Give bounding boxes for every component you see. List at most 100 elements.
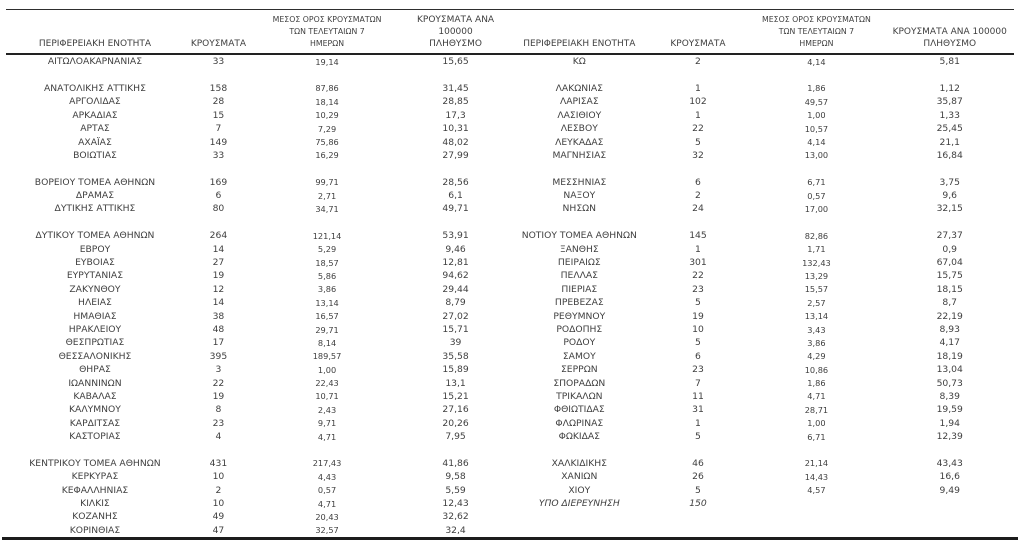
cases-cell: 23 bbox=[692, 364, 704, 376]
avg-7day-cell: 19,14 bbox=[315, 56, 339, 67]
avg-7day-cell: 13,14 bbox=[804, 311, 829, 322]
cases-cell: 24 bbox=[692, 203, 704, 215]
avg-7day-cell: 4,71 bbox=[317, 431, 337, 442]
avg-7day-cell: 5,86 bbox=[317, 270, 337, 281]
avg-7day-cell bbox=[747, 162, 885, 175]
region-cell: ΘΕΣΠΡΩΤΙΑΣ bbox=[65, 337, 125, 349]
cases-cell bbox=[184, 162, 253, 175]
cases-cell: 14 bbox=[212, 243, 225, 255]
per-100k-cell: 27,37 bbox=[936, 230, 963, 242]
per-100k-cell bbox=[885, 216, 1014, 229]
avg-7day-cell bbox=[253, 443, 401, 456]
per-100k-cell bbox=[401, 162, 510, 175]
region-cell: ΛΑΡΙΣΑΣ bbox=[559, 96, 599, 108]
per-100k-cell: 29,44 bbox=[442, 283, 469, 295]
per-100k-cell bbox=[885, 497, 1014, 510]
per-100k-cell: 28,56 bbox=[442, 176, 469, 188]
cases-cell bbox=[649, 443, 748, 456]
per-100k-cell bbox=[885, 68, 1014, 81]
per-100k-cell: 16,84 bbox=[936, 149, 963, 161]
region-cell: ΜΑΓΝΗΣΙΑΣ bbox=[552, 149, 607, 161]
region-cell: ΞΑΝΘΗΣ bbox=[559, 243, 599, 255]
per-100k-cell: 17,3 bbox=[445, 109, 466, 121]
avg-7day-cell: 1,86 bbox=[807, 83, 826, 94]
region-cell: ΦΩΚΙΔΑΣ bbox=[558, 431, 600, 443]
per-100k-cell: 10,31 bbox=[442, 123, 469, 135]
avg-7day-cell bbox=[747, 510, 885, 523]
avg-7day-cell: 4,14 bbox=[807, 56, 826, 67]
per-100k-cell: 12,43 bbox=[442, 498, 469, 510]
avg-7day-cell: 10,57 bbox=[804, 123, 829, 134]
bottom-rule bbox=[2, 537, 1018, 541]
per-100k-cell: 8,39 bbox=[939, 390, 960, 402]
avg-7day-cell: 49,57 bbox=[804, 96, 829, 107]
region-cell: ΡΟΔΟΥ bbox=[563, 337, 596, 349]
avg-7day-cell: 121,14 bbox=[312, 230, 342, 241]
right-table-body: ΚΩ 2 4,14 5,81 ΛΑΚΩΝΙΑΣ 1 1,86 1,12 ΛΑΡΙΣΑΣ 102 49… bbox=[510, 55, 1014, 537]
avg-7day-cell bbox=[253, 162, 401, 175]
avg-7day-cell bbox=[253, 68, 401, 81]
avg-7day-cell: 4,71 bbox=[317, 498, 337, 509]
region-cell: ΚΟΖΑΝΗΣ bbox=[72, 511, 118, 523]
region-cell: ΚΑΡΔΙΤΣΑΣ bbox=[69, 417, 121, 429]
cases-cell: 15 bbox=[212, 109, 225, 121]
avg-7day-cell: 4,43 bbox=[317, 471, 337, 482]
cases-cell: 1 bbox=[695, 243, 701, 255]
region-cell: ΘΗΡΑΣ bbox=[79, 364, 111, 376]
per-100k-cell bbox=[885, 443, 1014, 456]
cases-cell: 145 bbox=[689, 230, 707, 242]
avg-7day-cell: 13,29 bbox=[804, 270, 829, 281]
region-cell: ΚΑΣΤΟΡΙΑΣ bbox=[69, 431, 121, 443]
per-100k-cell: 43,43 bbox=[936, 457, 963, 469]
per-100k-cell: 8,79 bbox=[445, 297, 466, 309]
cases-cell: 31 bbox=[692, 404, 704, 416]
region-cell: ΛΕΣΒΟΥ bbox=[560, 123, 598, 135]
cases-cell bbox=[649, 216, 748, 229]
cases-cell: 4 bbox=[215, 431, 222, 443]
region-cell: ΕΒΡΟΥ bbox=[79, 243, 111, 255]
region-cell: ΒΟΡΕΙΟΥ ΤΟΜΕΑ ΑΘΗΝΩΝ bbox=[34, 176, 156, 188]
cases-cell: 7 bbox=[695, 377, 701, 389]
cases-cell: 264 bbox=[209, 230, 228, 242]
per-100k-cell: 35,87 bbox=[936, 96, 963, 108]
per-100k-cell: 22,19 bbox=[936, 310, 963, 322]
avg-7day-cell: 87,86 bbox=[315, 83, 339, 94]
cases-cell: 27 bbox=[212, 257, 225, 269]
per-100k-cell: 25,45 bbox=[936, 123, 963, 135]
per-100k-cell: 12,39 bbox=[936, 431, 963, 443]
per-100k-cell: 0,9 bbox=[942, 243, 958, 255]
region-cell: ΒΟΙΩΤΙΑΣ bbox=[73, 149, 117, 161]
region-cell: ΚΩ bbox=[572, 56, 586, 68]
region-cell: ΦΘΙΩΤΙΔΑΣ bbox=[553, 404, 605, 416]
cases-cell: 10 bbox=[212, 471, 225, 483]
avg-7day-cell bbox=[253, 216, 401, 229]
avg-7day-cell: 10,29 bbox=[315, 110, 339, 121]
per-100k-cell: 32,62 bbox=[442, 511, 469, 523]
per-100k-cell: 15,75 bbox=[936, 270, 963, 282]
avg-7day-cell: 82,86 bbox=[804, 230, 829, 241]
per-100k-cell: 41,86 bbox=[442, 457, 469, 469]
cases-cell: 5 bbox=[695, 297, 701, 309]
region-cell: ΘΕΣΣΑΛΟΝΙΚΗΣ bbox=[58, 350, 132, 362]
cases-cell: 47 bbox=[212, 524, 225, 536]
per-100k-cell: 49,71 bbox=[442, 203, 469, 215]
avg-7day-cell: 22,43 bbox=[315, 378, 339, 389]
per-100k-cell: 3,75 bbox=[939, 176, 960, 188]
cases-cell: 26 bbox=[692, 471, 704, 483]
column-header-cases: ΚΡΟΥΣΜΑΤΑ bbox=[670, 39, 726, 49]
per-100k-cell: 50,73 bbox=[936, 377, 963, 389]
per-100k-cell: 15,65 bbox=[442, 56, 469, 68]
region-cell: ΗΡΑΚΛΕΙΟΥ bbox=[68, 324, 122, 335]
cases-cell: 102 bbox=[689, 96, 707, 108]
cases-cell: 1 bbox=[695, 109, 701, 121]
per-100k-cell: 1,94 bbox=[939, 417, 960, 429]
avg-7day-cell bbox=[747, 68, 885, 81]
avg-7day-cell: 2,43 bbox=[317, 404, 337, 415]
avg-7day-cell: 1,00 bbox=[807, 418, 826, 429]
avg-7day-cell: 4,71 bbox=[807, 391, 826, 402]
avg-7day-cell: 132,43 bbox=[802, 257, 831, 268]
region-cell bbox=[510, 524, 649, 537]
per-100k-cell: 18,19 bbox=[936, 350, 963, 362]
cases-cell: 32 bbox=[692, 149, 704, 161]
